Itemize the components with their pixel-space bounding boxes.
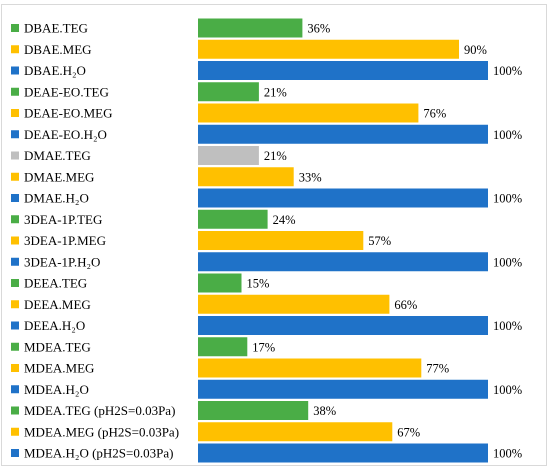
bar <box>198 443 488 463</box>
category-label: DEAE-EO.MEG <box>24 106 112 121</box>
bar <box>198 379 488 399</box>
category-label: MDEA.TEG <box>24 339 91 354</box>
category-label: DBAE.H₂O <box>24 63 86 78</box>
category-marker <box>11 172 19 181</box>
category-marker <box>11 151 19 160</box>
category-label: DEEA.H₂O <box>24 318 85 333</box>
data-label: 24% <box>273 213 296 227</box>
data-label: 100% <box>493 383 522 397</box>
category-marker <box>11 300 19 309</box>
bar <box>198 294 390 314</box>
category-marker <box>11 130 19 139</box>
data-label: 21% <box>264 149 287 163</box>
data-label: 100% <box>493 128 522 142</box>
bar <box>198 103 419 123</box>
category-label: DEEA.MEG <box>24 297 91 312</box>
category-marker <box>11 215 19 224</box>
category-label: MDEA.TEG (pH2S=0.03Pa) <box>24 403 175 418</box>
category-marker <box>11 194 19 202</box>
category-label: MDEA.MEG (pH2S=0.03Pa) <box>24 424 179 439</box>
category-label: MDEA.H₂O <box>24 382 89 397</box>
chart-frame <box>1 4 547 466</box>
category-marker <box>11 321 19 330</box>
bar <box>198 231 364 250</box>
bar <box>198 273 242 293</box>
category-label: DEEA.TEG <box>24 276 87 291</box>
category-marker <box>11 257 19 266</box>
data-label: 100% <box>493 319 522 333</box>
category-label: DBAE.TEG <box>24 21 88 36</box>
bar <box>198 167 294 187</box>
category-marker <box>11 342 19 351</box>
bar <box>198 316 488 335</box>
bar <box>198 401 309 420</box>
data-label: 21% <box>264 85 287 99</box>
data-label: 100% <box>493 192 522 206</box>
bar <box>198 124 488 144</box>
bar <box>198 252 488 272</box>
data-label: 100% <box>493 64 522 78</box>
data-label: 17% <box>252 340 275 354</box>
category-label: DMAE.H₂O <box>24 191 89 206</box>
category-label: DEAE-EO.H₂O <box>24 127 107 142</box>
category-marker <box>11 109 19 117</box>
bar <box>198 337 248 357</box>
category-marker <box>11 87 19 96</box>
category-label: DEAE-EO.TEG <box>24 84 109 99</box>
category-marker <box>11 236 19 245</box>
data-label: 67% <box>397 425 420 439</box>
category-marker <box>11 45 19 54</box>
data-label: 15% <box>247 277 270 291</box>
category-marker <box>11 279 19 287</box>
category-label: MDEA.MEG <box>24 361 94 376</box>
category-label: 3DEA-1P.MEG <box>24 233 106 248</box>
data-label: 76% <box>423 107 446 121</box>
bar <box>198 82 259 102</box>
bar <box>198 146 259 165</box>
bar <box>198 18 303 38</box>
category-marker <box>11 385 19 394</box>
category-marker <box>11 427 19 436</box>
data-label: 100% <box>493 255 522 269</box>
category-marker <box>11 449 19 457</box>
data-label: 100% <box>493 447 522 461</box>
bar <box>198 358 422 378</box>
bar <box>198 422 393 442</box>
data-label: 38% <box>313 404 336 418</box>
category-label: MDEA.H₂O (pH2S=0.03Pa) <box>24 446 173 461</box>
bar <box>198 188 488 208</box>
bar <box>198 209 268 229</box>
data-label: 77% <box>426 362 449 376</box>
category-label: DBAE.MEG <box>24 42 92 57</box>
category-marker <box>11 24 19 32</box>
category-label: DMAE.MEG <box>24 169 94 184</box>
category-label: DMAE.TEG <box>24 148 91 163</box>
category-marker <box>11 406 19 415</box>
category-marker <box>11 364 19 372</box>
category-marker <box>11 66 19 75</box>
category-label: 3DEA-1P.H₂O <box>24 254 100 269</box>
data-label: 90% <box>464 43 487 57</box>
data-label: 66% <box>394 298 417 312</box>
data-label: 57% <box>368 234 391 248</box>
category-label: 3DEA-1P.TEG <box>24 212 102 227</box>
data-label: 33% <box>299 170 322 184</box>
bar <box>198 39 459 59</box>
data-label: 36% <box>307 22 330 36</box>
bar <box>198 61 488 80</box>
